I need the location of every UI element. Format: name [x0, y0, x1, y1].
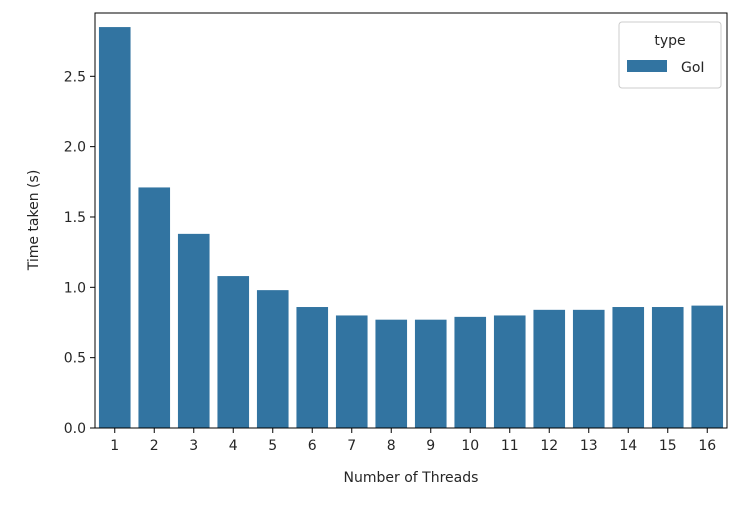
bar-threads-4	[217, 276, 250, 428]
bar-threads-10	[454, 316, 487, 428]
x-tick-label: 14	[619, 438, 637, 454]
x-tick-label: 3	[189, 438, 198, 454]
bar-threads-8	[375, 319, 408, 428]
x-tick-label: 9	[426, 438, 435, 454]
bar-threads-2	[138, 187, 171, 428]
y-tick-label: 1.0	[64, 280, 86, 296]
bar-threads-16	[691, 305, 724, 428]
legend: type GoI	[618, 21, 722, 89]
legend-entry-label: GoI	[681, 60, 705, 76]
bar-threads-14	[612, 307, 645, 428]
x-tick-label: 15	[659, 438, 677, 454]
x-tick-label: 7	[347, 438, 356, 454]
x-tick-label: 11	[501, 438, 519, 454]
axes-layer	[94, 12, 728, 429]
y-tick-label: 2.0	[64, 140, 86, 156]
x-tick-label: 5	[268, 438, 277, 454]
x-tick-label: 13	[580, 438, 598, 454]
plot-frame	[94, 12, 728, 429]
ticks-layer: 1 2 3 4 5 6 7 8 9 10 11 12 13 14 15 160.00.51.01.52.02.…	[64, 69, 717, 454]
y-axis-label: Time taken (s)	[26, 170, 42, 272]
x-tick-label: 16	[698, 438, 716, 454]
legend-title: type	[654, 33, 685, 49]
y-tick-label: 1.5	[64, 210, 86, 226]
y-tick-label: 0.0	[64, 421, 86, 437]
bar-threads-12	[533, 309, 566, 428]
bar-threads-6	[296, 307, 329, 428]
y-tick-label: 0.5	[64, 351, 86, 367]
x-tick-label: 4	[229, 438, 238, 454]
bar-threads-9	[414, 319, 447, 428]
x-tick-label: 6	[308, 438, 317, 454]
y-tick-label: 2.5	[64, 69, 86, 85]
bar-threads-5	[256, 290, 289, 428]
legend-swatch	[627, 60, 667, 72]
x-tick-label: 10	[461, 438, 479, 454]
bar-threads-15	[651, 307, 684, 428]
x-tick-label: 2	[150, 438, 159, 454]
x-tick-label: 1	[110, 438, 119, 454]
legend-box	[618, 21, 722, 89]
x-tick-label: 12	[540, 438, 558, 454]
bar-threads-1	[98, 27, 131, 428]
bars-layer	[98, 27, 724, 428]
bar-threads-13	[572, 309, 605, 428]
x-tick-label: 8	[387, 438, 396, 454]
bar-threads-3	[177, 233, 210, 428]
bar-threads-11	[493, 315, 526, 428]
bar-threads-7	[335, 315, 368, 428]
x-axis-label: Number of Threads	[344, 470, 479, 486]
